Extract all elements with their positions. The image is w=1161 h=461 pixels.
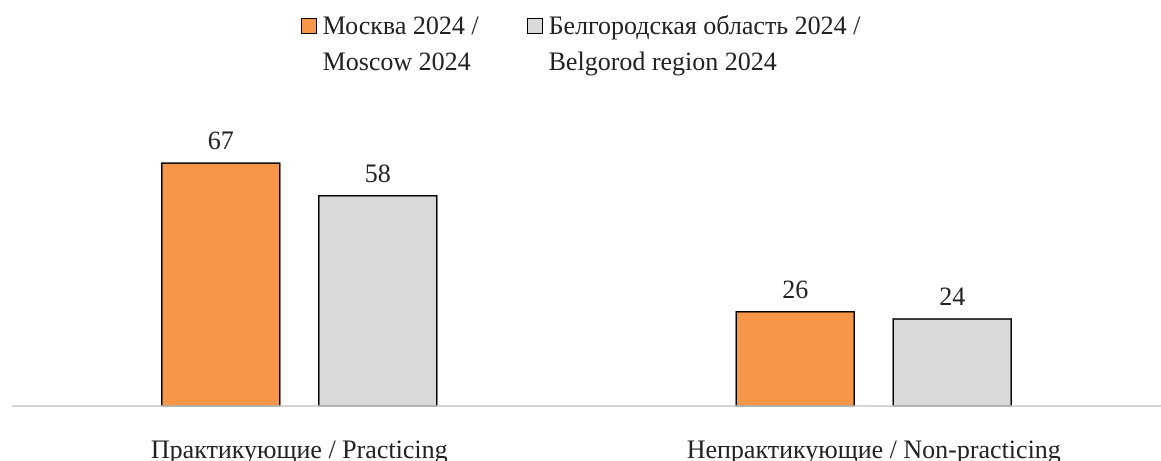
legend-label: Москва 2024 / Moscow 2024	[322, 11, 479, 76]
legend-swatch	[300, 18, 317, 34]
data-label: 26	[782, 275, 808, 304]
data-label: 24	[939, 282, 965, 311]
data-label: 58	[365, 159, 391, 188]
bar	[892, 318, 1012, 407]
legend-item: Москва 2024 / Moscow 2024	[300, 8, 479, 80]
legend-label: Белгородская область 2024 / Belgorod reg…	[548, 11, 861, 76]
bar	[318, 195, 438, 407]
legend-item: Белгородская область 2024 / Belgorod reg…	[526, 8, 861, 80]
bar	[161, 162, 281, 407]
data-label: 67	[208, 126, 234, 155]
x-tick-label: Практикующие / Practicing	[151, 435, 448, 461]
x-tick-label: Непрактикующие / Non-practicing	[687, 435, 1061, 461]
legend-swatch	[526, 18, 543, 34]
bar	[735, 311, 855, 407]
legend: Москва 2024 / Moscow 2024 Белгородская об…	[0, 8, 1161, 80]
